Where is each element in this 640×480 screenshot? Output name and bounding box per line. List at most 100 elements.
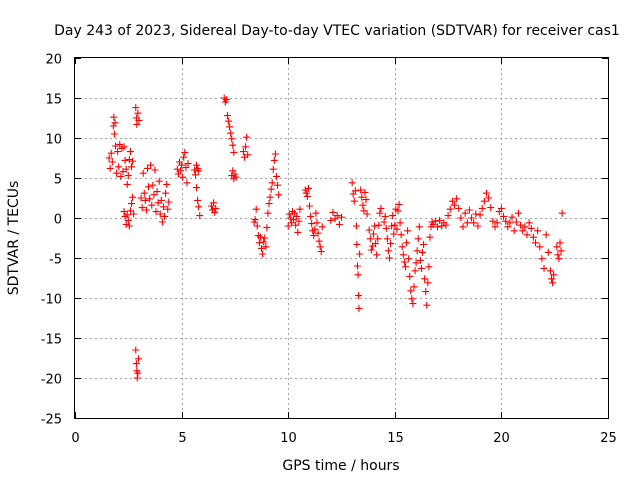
data-point [366,235,374,243]
x-tick-label: 20 [493,431,510,446]
x-tick-label: 15 [387,431,404,446]
data-point [227,129,235,137]
data-point [389,212,397,220]
data-point [265,200,273,208]
data-point [266,193,274,201]
grid-lines [75,58,608,418]
data-point [360,207,368,215]
data-point [542,231,550,239]
data-point [548,275,556,283]
data-point [391,221,399,229]
data-point [108,158,116,166]
data-point [422,288,430,296]
data-point [252,205,260,213]
data-point [470,219,478,227]
data-point [398,243,406,251]
data-point [411,267,419,275]
data-point [132,360,140,368]
data-point [163,180,171,188]
data-point [107,149,115,157]
data-point [312,209,320,217]
data-point [544,248,552,256]
data-point [124,216,132,224]
data-point [310,232,318,240]
y-tick-label: 5 [54,173,62,188]
data-point [255,239,263,247]
data-point [362,196,370,204]
y-tick-label: -25 [41,413,62,428]
data-point [376,209,384,217]
data-point [419,248,427,256]
data-point [120,143,128,151]
data-point [294,228,302,236]
data-point [126,148,134,156]
y-tick-label: -15 [41,333,62,348]
data-point [354,271,362,279]
data-point [251,216,259,224]
data-point [165,198,173,206]
data-point [410,283,418,291]
data-point [355,292,363,300]
data-point [532,239,540,247]
data-point [231,170,239,178]
data-point [387,240,395,248]
data-point [318,223,326,231]
data-point [242,143,250,151]
data-point [229,141,237,149]
data-point [133,120,141,128]
data-point [267,185,275,193]
y-tick-label: 15 [45,93,62,108]
data-point [105,154,113,162]
data-point [256,233,264,241]
data-point [383,235,391,243]
data-point [406,272,414,280]
data-point [550,271,558,279]
data-point [381,212,389,220]
data-point [143,164,151,172]
data-point [529,233,537,241]
data-point [371,222,379,230]
data-point [353,240,361,248]
data-point [253,222,261,230]
data-point [179,173,187,181]
data-point [556,239,564,247]
data-point [164,205,172,213]
data-point [223,112,231,120]
data-point [549,279,557,287]
data-point [230,148,238,156]
data-point [286,214,294,222]
data-point [193,184,201,192]
data-point [149,181,157,189]
data-point [120,208,128,216]
data-point [140,189,148,197]
data-point [194,196,202,204]
data-point [178,161,186,169]
data-point [351,187,359,195]
data-point [478,204,486,212]
data-point [401,263,409,271]
data-point [353,262,361,270]
y-tick-labels: -25 -20 -15 -10 -5 0 5 10 15 20 [41,53,62,428]
data-point [129,193,137,201]
data-point [260,238,268,246]
data-point [190,166,198,174]
data-point [244,151,252,159]
data-point [480,197,488,205]
data-point [459,223,467,231]
data-point [153,188,161,196]
data-point [416,256,424,264]
data-point [374,235,382,243]
data-point [412,259,420,267]
data-point [177,167,185,175]
data-point [222,96,230,104]
data-point [308,220,316,228]
data-point [157,196,165,204]
data-point [453,195,461,203]
data-point [113,169,121,177]
data-point [482,189,490,197]
data-point [367,246,375,254]
data-point [123,180,131,188]
data-point [384,247,392,255]
data-point [508,213,516,221]
